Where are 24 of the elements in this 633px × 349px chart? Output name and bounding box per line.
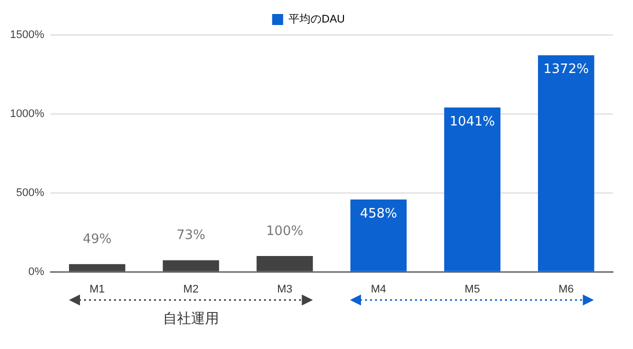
data-label: 49% [82, 232, 112, 247]
bar [538, 55, 594, 272]
x-tick-label: M2 [183, 283, 199, 296]
bar [69, 264, 126, 272]
data-label: 100% [266, 224, 304, 239]
x-tick-label: M1 [90, 283, 105, 296]
y-tick-label: 500% [16, 186, 44, 199]
x-tick-label: M6 [558, 283, 574, 296]
x-tick-label: M3 [277, 283, 292, 296]
x-tick-label: M5 [464, 283, 480, 296]
bar [162, 260, 220, 272]
bar [350, 199, 407, 272]
data-label: 1041% [450, 114, 496, 130]
y-tick-label: 1500% [10, 29, 44, 42]
data-label: 73% [176, 228, 206, 244]
x-tick-label: M4 [370, 283, 386, 296]
y-tick-label: 1000% [10, 108, 44, 120]
data-label: 458% [360, 206, 398, 222]
y-tick-label: 0% [28, 266, 44, 278]
bar [444, 107, 500, 272]
legend-label: 平均のDAU [288, 14, 345, 26]
bar [256, 256, 313, 272]
data-label: 1372% [543, 62, 589, 78]
text: 自社運用 [162, 310, 219, 328]
